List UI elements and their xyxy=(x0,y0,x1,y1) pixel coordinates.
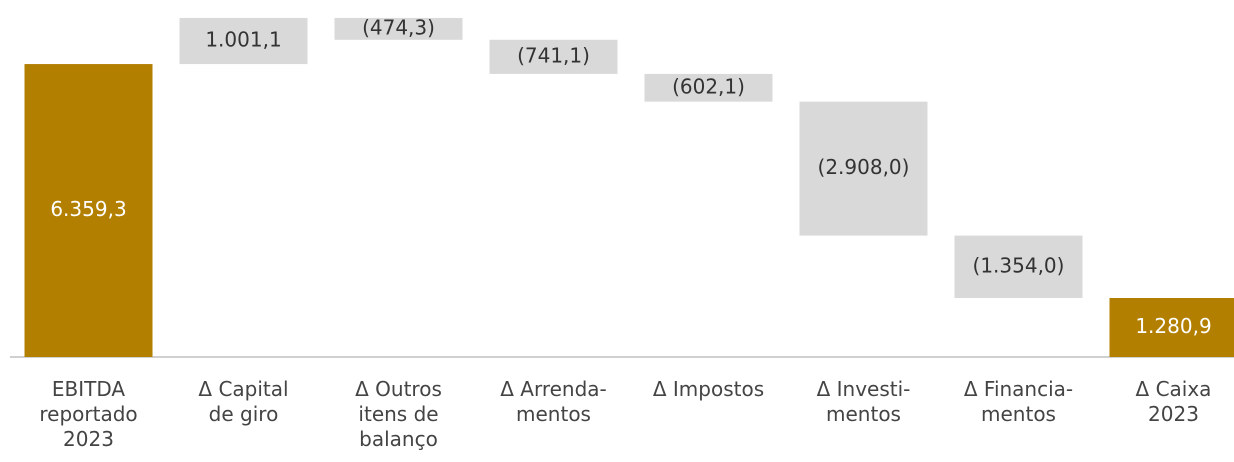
bar xyxy=(489,39,618,74)
x-tick-label-line: Δ Caixa xyxy=(1136,377,1212,401)
x-tick-label-line: mentos xyxy=(981,402,1056,426)
x-tick-label-line: Δ Capital xyxy=(198,377,288,401)
x-tick-label: Δ Impostos xyxy=(653,377,764,401)
x-tick-label: Δ Capital de giro xyxy=(198,377,288,426)
x-tick-label-line: Δ Financia- xyxy=(964,377,1073,401)
x-tick-label-line: Δ Outros xyxy=(355,377,442,401)
bar xyxy=(644,73,773,102)
x-tick-label: Δ Caixa 2023 xyxy=(1136,377,1212,426)
value-label: (741,1) xyxy=(517,43,590,67)
bar xyxy=(799,101,928,236)
x-tick-label: EBITDA reportado 2023 xyxy=(39,377,137,451)
x-tick-label-line: EBITDA xyxy=(52,377,126,401)
x-tick-label-line: Δ Investi- xyxy=(817,377,911,401)
x-tick-label-line: Δ Arrenda- xyxy=(500,377,607,401)
x-tick-label: Δ Investi-mentos xyxy=(817,377,911,426)
value-label: 1.001,1 xyxy=(205,28,281,52)
x-tick-label-line: mentos xyxy=(516,402,591,426)
value-label: (2.908,0) xyxy=(818,155,910,179)
value-label: (1.354,0) xyxy=(973,253,1065,277)
x-tick-label-line: 2023 xyxy=(63,427,114,451)
value-label: 6.359,3 xyxy=(50,197,126,221)
value-label: (474,3) xyxy=(362,15,435,39)
x-tick-label-line: Δ Impostos xyxy=(653,377,764,401)
bar xyxy=(179,17,308,65)
x-tick-label-line: balanço xyxy=(359,427,438,451)
value-label: 1.280,9 xyxy=(1135,314,1211,338)
bar xyxy=(1109,297,1234,357)
x-tick-label-line: mentos xyxy=(826,402,901,426)
bar xyxy=(334,17,463,40)
x-tick-label: Δ Outros itens de balanço xyxy=(355,377,442,451)
x-tick-label: Δ Financia-mentos xyxy=(964,377,1073,426)
x-tick-label-line: 2023 xyxy=(1148,402,1199,426)
x-tick-label-line: itens de xyxy=(358,402,438,426)
x-tick-label-line: de giro xyxy=(209,402,279,426)
value-label: (602,1) xyxy=(672,74,745,98)
bar xyxy=(24,64,153,357)
bar xyxy=(954,235,1083,298)
x-tick-label-line: reportado xyxy=(39,402,137,426)
x-tick-label: Δ Arrenda-mentos xyxy=(500,377,607,426)
